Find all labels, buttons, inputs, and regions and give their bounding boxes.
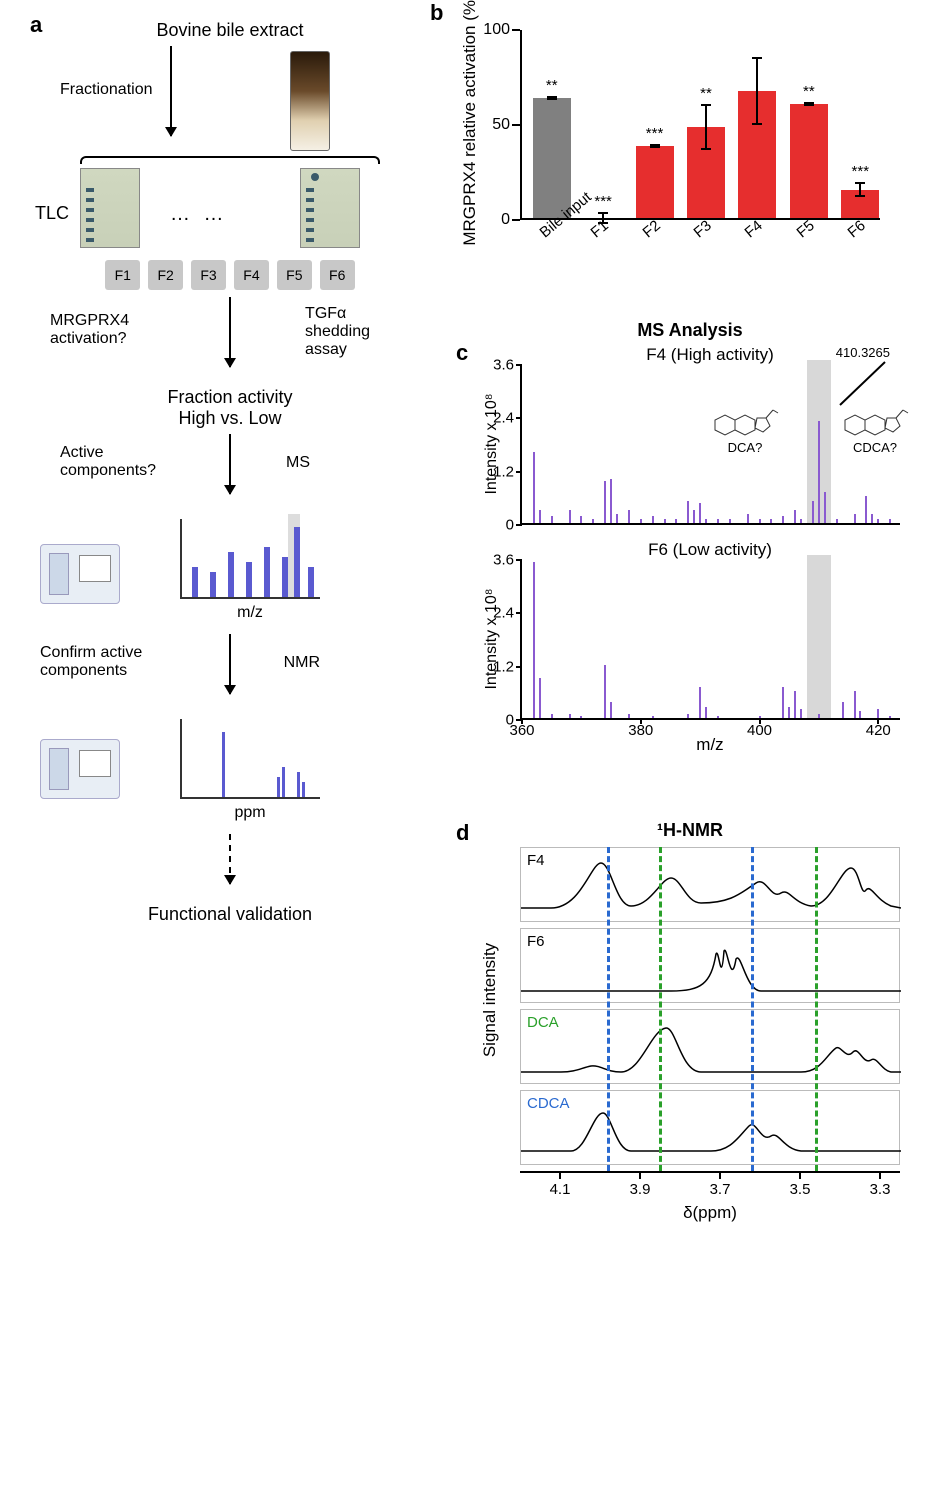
significance-label: ***	[584, 193, 622, 210]
nmr-rows-container: F4F6DCACDCA	[470, 847, 910, 1165]
ms-plot-f6-label: F6 (Low activity)	[520, 540, 900, 560]
bar: ***	[841, 190, 879, 219]
arrow-icon	[229, 634, 231, 694]
nmr-xtick-label: 3.5	[790, 1181, 811, 1198]
bar: ***	[636, 146, 674, 218]
ytick-label: 0	[501, 211, 522, 229]
q-activation-label: MRGPRX4 activation?	[50, 312, 129, 348]
bar	[738, 91, 776, 218]
significance-label: ***	[636, 125, 674, 142]
fraction-box: F4	[234, 260, 269, 290]
nmr-xtick-label: 4.1	[550, 1181, 571, 1198]
arrow-icon	[229, 297, 231, 367]
dashed-arrow-icon	[229, 834, 231, 884]
nmr-row: DCA	[520, 1009, 900, 1084]
panel-a-title: Bovine bile extract	[156, 20, 303, 40]
panel-c-xlabel: m/z	[520, 735, 900, 755]
fraction-activity-label: Fraction activity High vs. Low	[40, 387, 420, 429]
ms-instrument-icon	[40, 544, 120, 604]
ytick-label: 50	[492, 116, 522, 134]
tlc-plate-icon	[80, 168, 140, 248]
nmr-mini-chart	[180, 719, 320, 799]
fraction-box: F3	[191, 260, 226, 290]
bar: **	[790, 104, 828, 218]
xtick-label: F4	[742, 217, 766, 241]
annotation-line-icon	[835, 360, 895, 410]
confirm-label: Confirm active components	[40, 644, 142, 680]
ms-label: MS	[286, 454, 310, 472]
arrow-icon	[229, 434, 231, 494]
panel-b-ylabel: MRGPRX4 relative activation (%)	[460, 0, 480, 260]
fractionation-label: Fractionation	[60, 81, 153, 99]
bar-chart-area: 050100**Bile input***F1***F2**F3F4**F5**…	[520, 30, 880, 220]
ms-peak-annotation: 410.3265	[836, 345, 890, 360]
panel-d-nmr: ¹H-NMR Signal intensity F4F6DCACDCA 4.13…	[470, 820, 910, 1223]
panel-c-label: c	[456, 340, 468, 366]
xtick-label: F6	[845, 217, 869, 241]
fraction-box: F1	[105, 260, 140, 290]
bar: **	[533, 98, 571, 218]
ytick-label: 100	[483, 21, 522, 39]
panel-d-label: d	[456, 820, 469, 846]
panel-d-title: ¹H-NMR	[470, 820, 910, 841]
functional-validation-label: Functional validation	[40, 904, 420, 925]
significance-label: ***	[841, 163, 879, 180]
ms-ylabel: Intensity x 10⁸	[483, 574, 501, 704]
column-photo-icon	[290, 51, 330, 151]
ppm-label: ppm	[180, 804, 320, 822]
nmr-row: CDCA	[520, 1090, 900, 1165]
significance-label: **	[790, 83, 828, 100]
significance-label: **	[533, 77, 571, 94]
panel-b-bar-chart: MRGPRX4 relative activation (%) 050100**…	[440, 20, 900, 290]
nmr-row: F6	[520, 928, 900, 1003]
fraction-box: F6	[320, 260, 355, 290]
ms-ylabel: Intensity x 10⁸	[483, 379, 501, 509]
arrow-icon	[170, 46, 172, 136]
panel-c-title: MS Analysis	[470, 320, 910, 341]
nmr-xtick-label: 3.9	[630, 1181, 651, 1198]
ms-plot-f6: Intensity x 10⁸ 01.22.43.6360380400420	[520, 560, 900, 720]
tlc-plate-icon	[300, 168, 360, 248]
tlc-label: TLC	[35, 203, 69, 224]
q-active-comp-label: Active components?	[60, 444, 156, 480]
nmr-xaxis: 4.1 3.9 3.7 3.5 3.3	[520, 1171, 900, 1201]
nmr-xtick-label: 3.7	[710, 1181, 731, 1198]
ms-mini-chart	[180, 519, 320, 599]
nmr-label: NMR	[284, 654, 320, 672]
fraction-box: F2	[148, 260, 183, 290]
fraction-boxes-row: F1 F2 F3 F4 F5 F6	[40, 258, 420, 292]
xtick-label: F5	[793, 217, 817, 241]
fraction-box: F5	[277, 260, 312, 290]
molecule-icon	[710, 400, 780, 440]
dca-molecule-label: DCA?	[710, 400, 780, 455]
xtick-label: F1	[588, 217, 612, 241]
nmr-row: F4	[520, 847, 900, 922]
panel-d-xlabel: δ(ppm)	[520, 1203, 900, 1223]
nmr-instrument-icon	[40, 739, 120, 799]
significance-label: **	[687, 85, 725, 102]
q-assay-label: TGFα shedding assay	[305, 305, 370, 359]
mz-label: m/z	[180, 604, 320, 622]
panel-c-ms-analysis: MS Analysis F4 (High activity) Intensity…	[470, 320, 910, 755]
xtick-label: F3	[691, 217, 715, 241]
panel-a-workflow: Bovine bile extract Fractionation TLC … …	[40, 20, 420, 925]
bracket-icon	[80, 156, 380, 164]
bar: **	[687, 127, 725, 218]
ellipsis-label: … …	[170, 203, 228, 226]
nmr-xtick-label: 3.3	[870, 1181, 891, 1198]
xtick-label: F2	[639, 217, 663, 241]
